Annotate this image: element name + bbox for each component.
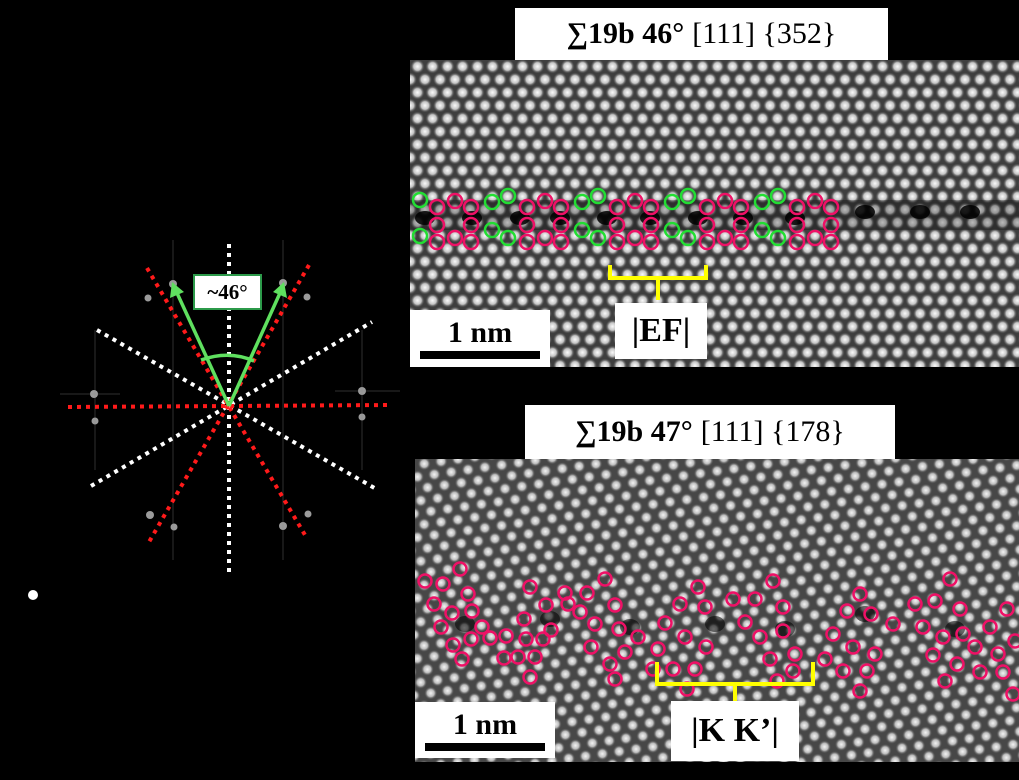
scale-bar-line (425, 742, 545, 751)
top-scale-bar: 1 nm (410, 310, 550, 367)
bottom-panel-title: ∑19b 47° [111] {178} (525, 405, 895, 459)
top-lattice (410, 60, 1019, 367)
bottom-title-indices: [111] {178} (700, 415, 845, 448)
top-title-indices: [111] {352} (692, 17, 837, 50)
scale-bar-label: 1 nm (452, 707, 518, 741)
top-unit-label: |EF| (615, 303, 707, 359)
scale-bar-line (420, 351, 540, 359)
unit-bracket (655, 662, 815, 704)
top-panel-title: ∑19b 46° [111] {352} (515, 8, 888, 60)
fft-pattern-panel: ~46° (30, 220, 410, 590)
boundary-columns (417, 561, 1019, 702)
bottom-scale-bar: 1 nm (415, 702, 555, 758)
top-title-bold: ∑19b 46° (566, 17, 685, 50)
bottom-unit-label: |K K’| (671, 701, 799, 761)
angle-label: ~46° (193, 274, 262, 310)
bottom-tem-image: 1 nm |K K’| (415, 459, 1019, 762)
unit-bracket (608, 265, 708, 300)
top-tem-image: 1 nm |EF| (410, 60, 1019, 367)
scale-bar-label: 1 nm (447, 316, 513, 349)
bottom-title-bold: ∑19b 47° (575, 415, 693, 448)
marker-dot (28, 590, 38, 600)
